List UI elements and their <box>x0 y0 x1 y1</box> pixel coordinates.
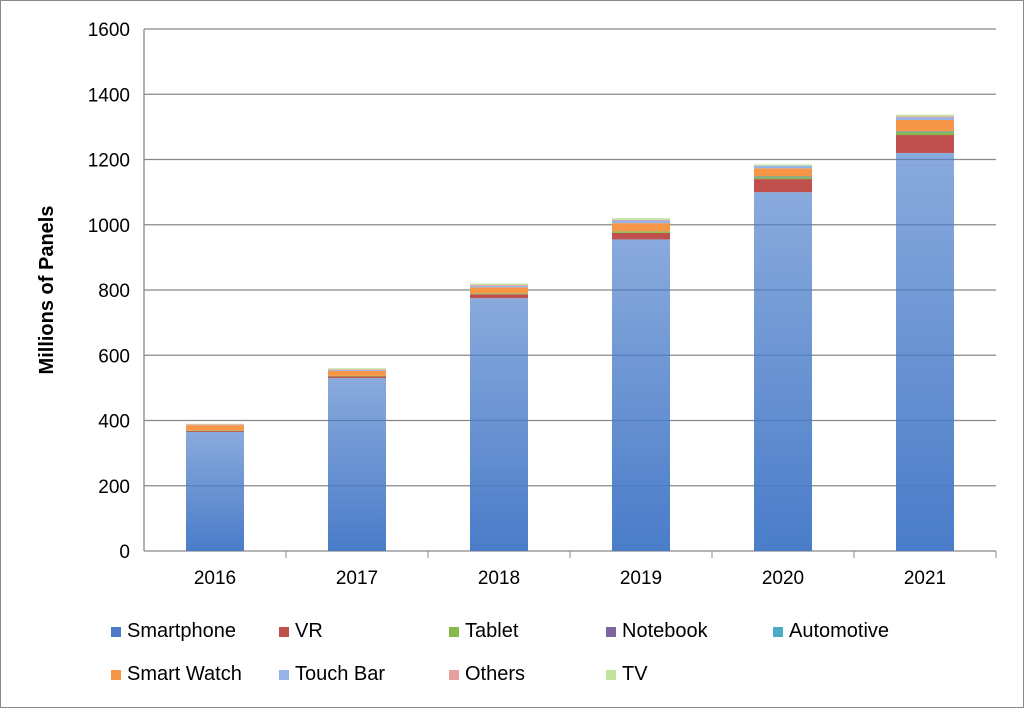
legend-item: TV <box>606 663 648 686</box>
bar-segment-others <box>328 369 386 370</box>
legend-label: Tablet <box>465 620 519 642</box>
bar-segment-tablet <box>754 177 812 180</box>
x-tick-label: 2017 <box>336 568 378 589</box>
bar-segment-vr <box>186 430 244 432</box>
bar-segment-smart-watch <box>328 370 386 376</box>
legend-swatch <box>449 626 459 637</box>
y-tick-label: 0 <box>119 542 130 563</box>
legend-label: Smart Watch <box>127 663 242 685</box>
legend-swatch <box>279 669 289 680</box>
legend-swatch <box>111 626 121 637</box>
bar-segment-automotive <box>754 176 812 178</box>
y-tick-label: 600 <box>98 346 130 367</box>
bar-segment-vr <box>328 376 386 379</box>
y-axis-label: Millions of Panels <box>36 206 58 375</box>
bar-segment-touch-bar <box>754 165 812 169</box>
legend-swatch <box>279 626 289 637</box>
bar-segment-others <box>470 284 528 286</box>
bar-segment-smartphone <box>896 152 954 551</box>
legend-label: Automotive <box>789 620 890 642</box>
bar-segment-smart-watch <box>186 425 244 431</box>
legend-swatch <box>111 669 121 680</box>
y-tick-label: 1600 <box>88 20 130 41</box>
bar-segment-tv <box>470 283 528 285</box>
bar-segment-tv <box>186 423 244 425</box>
legend-item: VR <box>279 620 323 643</box>
bar-segment-automotive <box>896 131 954 133</box>
bar-segment-vr <box>612 232 670 240</box>
bar-segment-tv <box>754 164 812 166</box>
x-tick-label: 2018 <box>478 568 520 589</box>
y-tick-label: 400 <box>98 412 130 433</box>
y-tick-label: 800 <box>98 281 130 302</box>
x-tick-label: 2016 <box>194 568 236 589</box>
legend-item: Others <box>449 663 525 686</box>
legend-label: TV <box>622 663 648 685</box>
legend-swatch <box>773 626 783 637</box>
bar-segment-smartphone <box>186 431 244 551</box>
y-tick-label: 1200 <box>88 151 130 172</box>
legend-item: Automotive <box>773 620 889 643</box>
bar-segment-others <box>612 219 670 221</box>
x-tick-label: 2020 <box>762 568 804 589</box>
x-tick-label: 2019 <box>620 568 662 589</box>
bar-segment-touch-bar <box>896 117 954 121</box>
bar-segment-vr <box>896 135 954 153</box>
y-tick-label: 1400 <box>88 85 130 106</box>
legend-swatch <box>606 626 616 637</box>
bar-segment-tablet <box>896 132 954 136</box>
bar-segment-tv <box>328 368 386 370</box>
legend-label: Others <box>465 663 526 685</box>
legend-item: Tablet <box>449 620 518 643</box>
legend-swatch <box>606 669 616 680</box>
bar-segment-smartphone <box>470 298 528 551</box>
bar-segment-tablet <box>612 231 670 233</box>
bar-segment-others <box>186 424 244 426</box>
bar-segment-smart-watch <box>470 287 528 294</box>
bar-segment-touch-bar <box>470 285 528 288</box>
legend-label: VR <box>295 620 323 642</box>
bar-segment-smartphone <box>754 192 812 551</box>
bar-segment-vr <box>470 294 528 299</box>
bar-segment-smartphone <box>612 239 670 551</box>
bar-segment-tv <box>612 218 670 220</box>
legend-swatch <box>449 669 459 680</box>
bar-segment-smartphone <box>328 378 386 551</box>
y-tick-label: 200 <box>98 477 130 498</box>
bar-segment-vr <box>754 179 812 193</box>
bar-segment-smart-watch <box>612 223 670 232</box>
legend-label: Touch Bar <box>295 663 386 685</box>
legend-item: Notebook <box>606 620 708 643</box>
bar-segment-tablet <box>328 375 386 377</box>
bar-segment-smart-watch <box>896 120 954 132</box>
legend-label: Notebook <box>622 620 708 642</box>
bar-segment-tablet <box>186 430 244 431</box>
x-tick-label: 2021 <box>904 568 946 589</box>
legend-item: Smartphone <box>111 620 236 643</box>
bar-segment-smart-watch <box>754 168 812 177</box>
legend-label: Smartphone <box>127 620 236 642</box>
bar-segment-others <box>896 116 954 118</box>
legend-item: Touch Bar <box>279 663 385 686</box>
bar-segment-tv <box>896 114 954 117</box>
y-tick-label: 1000 <box>88 216 130 237</box>
bar-segment-touch-bar <box>328 369 386 371</box>
bar-segment-touch-bar <box>612 220 670 224</box>
legend-item: Smart Watch <box>111 663 242 686</box>
bar-segment-tablet <box>470 293 528 295</box>
